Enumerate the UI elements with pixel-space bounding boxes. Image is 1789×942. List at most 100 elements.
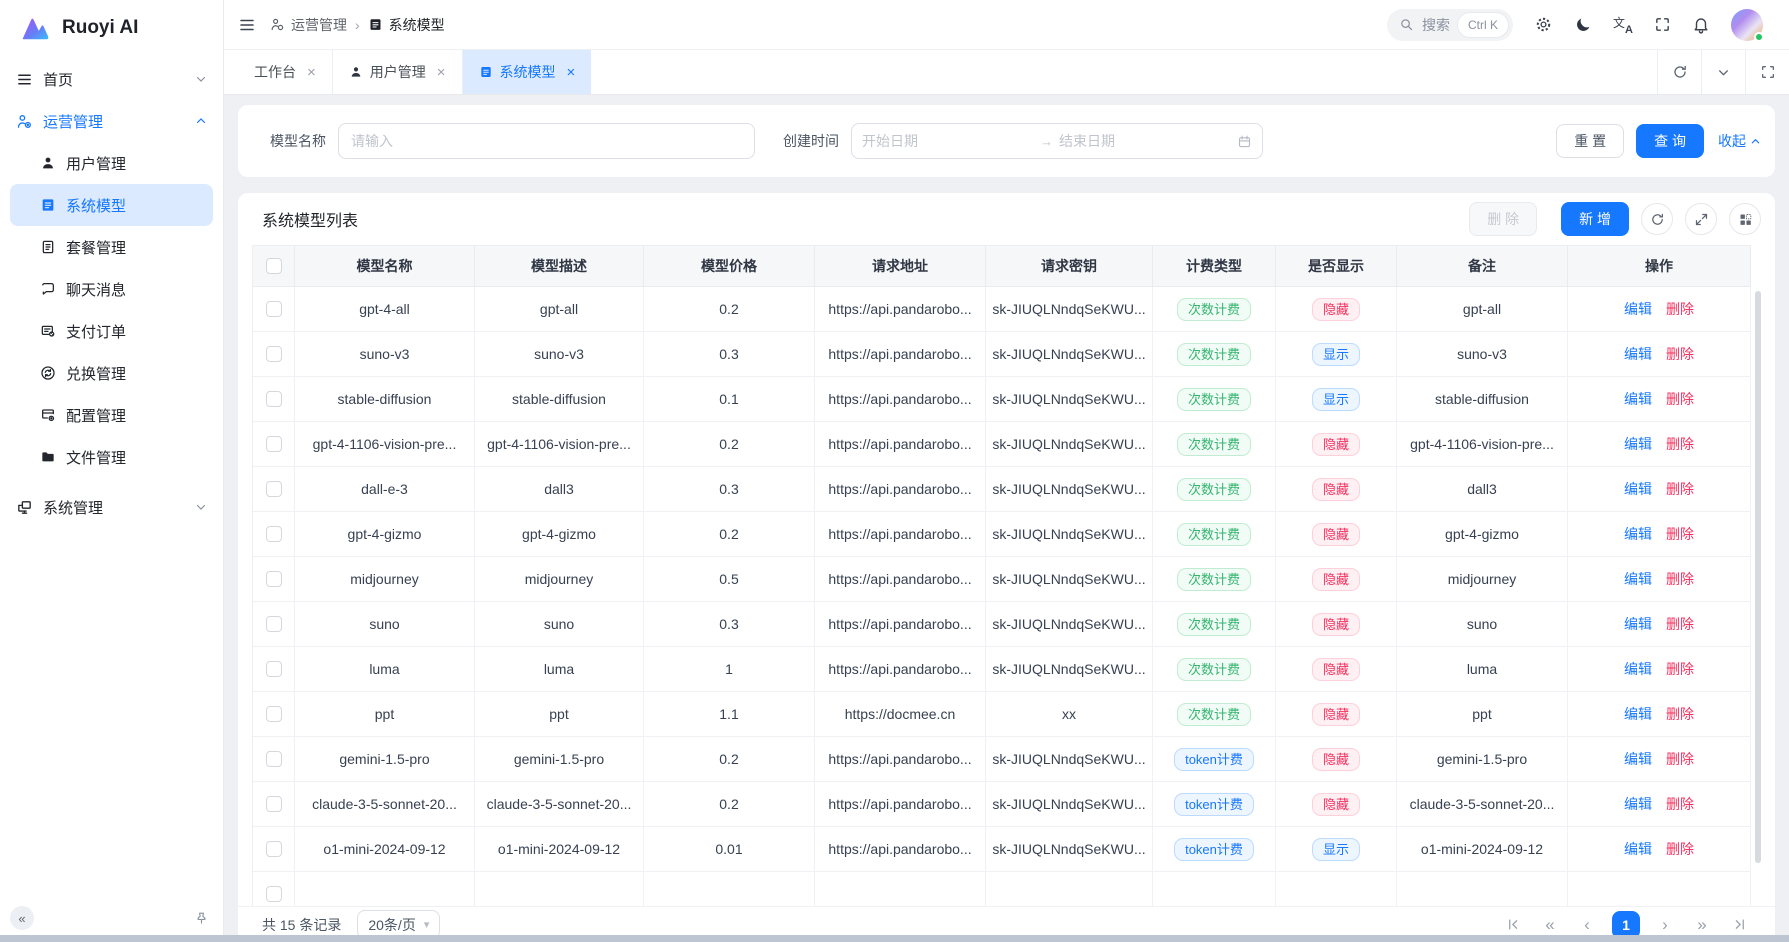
- row-checkbox[interactable]: [265, 841, 282, 857]
- reset-button[interactable]: 重 置: [1556, 124, 1625, 158]
- delete-link[interactable]: 删除: [1666, 751, 1694, 767]
- edit-link[interactable]: 编辑: [1624, 841, 1652, 857]
- delete-link[interactable]: 删除: [1666, 436, 1694, 452]
- chevron-down-icon[interactable]: [1701, 50, 1745, 94]
- tab-workbench[interactable]: 工作台 ×: [238, 50, 333, 94]
- dark-mode-moon-icon[interactable]: [1574, 16, 1592, 34]
- delete-link[interactable]: 删除: [1666, 481, 1694, 497]
- close-icon[interactable]: ×: [436, 63, 446, 81]
- table-wrap: 模型名称 模型描述 模型价格 请求地址 请求密钥 计费类型 是否显示 备注 操作…: [252, 245, 1761, 906]
- row-checkbox[interactable]: [265, 796, 282, 812]
- close-icon[interactable]: ×: [307, 63, 316, 81]
- row-checkbox[interactable]: [265, 751, 282, 767]
- settings-gear-icon[interactable]: [1534, 15, 1553, 34]
- brand-logo[interactable]: Ruoyi AI: [0, 0, 223, 56]
- header-remark: 备注: [1397, 245, 1568, 287]
- edit-link[interactable]: 编辑: [1624, 751, 1652, 767]
- first-page-icon[interactable]: [1501, 913, 1525, 937]
- delete-link[interactable]: 删除: [1666, 661, 1694, 677]
- expand-icon[interactable]: [1685, 203, 1717, 235]
- collapse-filter-link[interactable]: 收起: [1718, 131, 1761, 151]
- fullscreen-icon[interactable]: [1654, 16, 1671, 33]
- jump-prev-icon[interactable]: «: [1538, 913, 1562, 937]
- delete-link[interactable]: 删除: [1666, 841, 1694, 857]
- row-checkbox[interactable]: [265, 346, 282, 362]
- row-checkbox[interactable]: [265, 526, 282, 542]
- row-checkbox[interactable]: [265, 661, 282, 677]
- sidebar-item-users[interactable]: 用户管理: [0, 142, 223, 184]
- row-checkbox[interactable]: [265, 436, 282, 452]
- row-checkbox[interactable]: [265, 886, 282, 902]
- sidebar-collapse-button[interactable]: «: [10, 906, 34, 930]
- refresh-icon[interactable]: [1657, 50, 1701, 94]
- start-date-input[interactable]: [862, 133, 1034, 149]
- refresh-icon[interactable]: [1641, 203, 1673, 235]
- cell-model-desc: suno-v3: [475, 332, 644, 377]
- notifications-bell-icon[interactable]: [1692, 16, 1710, 34]
- edit-link[interactable]: 编辑: [1624, 661, 1652, 677]
- edit-link[interactable]: 编辑: [1624, 436, 1652, 452]
- select-all-checkbox[interactable]: [265, 258, 282, 274]
- model-name-input[interactable]: [338, 123, 755, 159]
- prev-page-icon[interactable]: ‹: [1575, 913, 1599, 937]
- edit-link[interactable]: 编辑: [1624, 616, 1652, 632]
- sidebar-item-packages[interactable]: 套餐管理: [0, 226, 223, 268]
- delete-link[interactable]: 删除: [1666, 301, 1694, 317]
- row-checkbox[interactable]: [265, 706, 282, 722]
- sidebar-item-chat-messages[interactable]: 聊天消息: [0, 268, 223, 310]
- end-date-input[interactable]: [1059, 133, 1231, 149]
- user-avatar[interactable]: [1731, 8, 1764, 42]
- row-checkbox[interactable]: [265, 301, 282, 317]
- delete-selected-button[interactable]: 删 除: [1469, 202, 1538, 236]
- sidebar-item-system-admin[interactable]: 系统管理: [0, 486, 223, 528]
- column-settings-icon[interactable]: [1729, 203, 1761, 235]
- delete-link[interactable]: 删除: [1666, 391, 1694, 407]
- edit-link[interactable]: 编辑: [1624, 301, 1652, 317]
- sidebar-item-redeem[interactable]: 兑换管理: [0, 352, 223, 394]
- sidebar-item-payment-orders[interactable]: 支付订单: [0, 310, 223, 352]
- sidebar-item-operations[interactable]: 运营管理: [0, 100, 223, 142]
- date-range-picker[interactable]: →: [851, 123, 1263, 159]
- add-button[interactable]: 新 增: [1561, 202, 1629, 236]
- maximize-icon[interactable]: [1745, 50, 1789, 94]
- row-checkbox[interactable]: [265, 571, 282, 587]
- edit-link[interactable]: 编辑: [1624, 526, 1652, 542]
- cell-model-name: gpt-4-all: [295, 287, 475, 332]
- row-checkbox[interactable]: [265, 391, 282, 407]
- row-checkbox[interactable]: [265, 616, 282, 632]
- tab-system-models[interactable]: 系统模型 ×: [462, 50, 592, 94]
- row-checkbox[interactable]: [265, 481, 282, 497]
- delete-link[interactable]: 删除: [1666, 706, 1694, 722]
- edit-link[interactable]: 编辑: [1624, 796, 1652, 812]
- edit-link[interactable]: 编辑: [1624, 571, 1652, 587]
- next-page-icon[interactable]: ›: [1653, 913, 1677, 937]
- pin-icon[interactable]: [194, 911, 209, 926]
- delete-link[interactable]: 删除: [1666, 571, 1694, 587]
- breadcrumb-item-system-models[interactable]: 系统模型: [368, 15, 445, 35]
- sidebar-item-config[interactable]: 配置管理: [0, 394, 223, 436]
- delete-link[interactable]: 删除: [1666, 616, 1694, 632]
- edit-link[interactable]: 编辑: [1624, 481, 1652, 497]
- table-scrollbar[interactable]: [1755, 291, 1761, 863]
- last-page-icon[interactable]: [1727, 913, 1751, 937]
- delete-link[interactable]: 删除: [1666, 346, 1694, 362]
- page-size-select[interactable]: 20条/页 ▾: [357, 910, 441, 939]
- close-icon[interactable]: ×: [566, 63, 576, 81]
- sidebar-item-system-models[interactable]: 系统模型: [10, 184, 213, 226]
- jump-next-icon[interactable]: »: [1690, 913, 1714, 937]
- current-page-button[interactable]: 1: [1612, 910, 1640, 939]
- edit-link[interactable]: 编辑: [1624, 706, 1652, 722]
- sidebar-item-files[interactable]: 文件管理: [0, 436, 223, 478]
- query-button[interactable]: 查 询: [1636, 124, 1704, 158]
- global-search[interactable]: 搜索 Ctrl K: [1387, 8, 1513, 41]
- delete-link[interactable]: 删除: [1666, 796, 1694, 812]
- delete-link[interactable]: 删除: [1666, 526, 1694, 542]
- cell-remark: o1-mini-2024-09-12: [1397, 827, 1568, 872]
- edit-link[interactable]: 编辑: [1624, 346, 1652, 362]
- breadcrumb-item-operations[interactable]: 运营管理: [270, 15, 347, 35]
- edit-link[interactable]: 编辑: [1624, 391, 1652, 407]
- tab-user-management[interactable]: 用户管理 ×: [333, 50, 463, 94]
- sidebar-toggle-icon[interactable]: [238, 16, 256, 34]
- sidebar-item-home[interactable]: 首页: [0, 58, 223, 100]
